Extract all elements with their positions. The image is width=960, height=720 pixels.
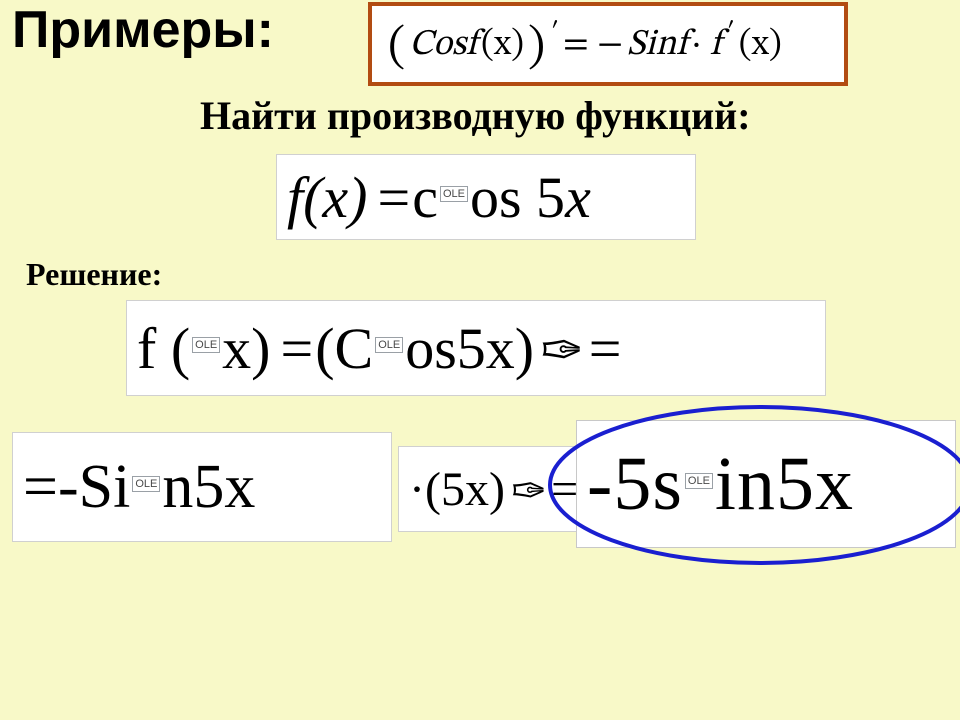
step3-dot: · <box>409 462 425 517</box>
answer-five: 5 <box>613 441 652 528</box>
answer-neg: - <box>587 441 613 528</box>
step1-close: ) <box>251 315 270 382</box>
given-eq: = <box>378 164 411 231</box>
formula-fprime-prime: ′ <box>727 19 735 45</box>
step1-f: f ( <box>137 315 190 382</box>
step3-5x: (5x) <box>425 462 505 517</box>
formula-sinf: Sinf <box>627 27 687 63</box>
ole-icon: OLE <box>192 337 220 353</box>
ole-icon: OLE <box>132 476 160 492</box>
formula-eq: = <box>563 27 597 63</box>
step1-eq2: = <box>589 315 622 382</box>
answer-i: i <box>715 441 737 528</box>
formula-neg: − <box>597 27 623 63</box>
task-prompt: Найти производную функций: <box>200 92 751 139</box>
ole-icon: OLE <box>685 473 713 489</box>
step1-cos: (C <box>315 315 373 382</box>
answer-s: s <box>652 441 683 528</box>
ole-icon: OLE <box>440 186 468 202</box>
formula-of-x2: (x) <box>739 27 782 63</box>
page-title: Примеры: <box>12 0 274 60</box>
formula-prime: ′ <box>551 19 559 45</box>
answer-box: - 5 s OLE i n5x <box>576 420 956 548</box>
wing-glyph: ✑ <box>511 466 547 516</box>
formula-of-x: (x) <box>481 27 524 63</box>
step2-box: = -Si OLE n5x <box>12 432 392 542</box>
step3-eq: = <box>551 462 578 517</box>
step1-x: x <box>222 315 251 382</box>
wing-glyph: ✑ <box>541 319 585 380</box>
formula-cosf: Cosf <box>409 27 477 63</box>
step2-sin: -Si <box>58 452 130 523</box>
given-function-box: f(x) = c OLE os 5 x <box>276 154 696 240</box>
step1-eq1: = <box>280 315 313 382</box>
ole-icon: OLE <box>375 337 403 353</box>
formula-fprime: f <box>710 27 721 63</box>
answer-n5x: n5x <box>737 441 854 528</box>
solution-label: Решение: <box>26 256 162 293</box>
formula-right-paren: ) <box>528 24 545 72</box>
rule-formula-box: ( Cosf (x) ) ′ = − Sinf · f ′ (x) <box>368 2 848 86</box>
given-c: c <box>412 164 438 231</box>
step2-eq: = <box>23 452 58 523</box>
formula-dot: · <box>691 27 710 63</box>
given-lhs: f(x) <box>287 164 368 231</box>
step1-box: f ( OLE x ) = (C OLE os5x) ✑ = <box>126 300 826 396</box>
step2-n5x: n5x <box>162 452 255 523</box>
formula-left-paren: ( <box>388 24 405 72</box>
given-os5: os 5 <box>470 164 565 231</box>
given-x: x <box>565 164 591 231</box>
step1-os5x: os5x) <box>405 315 534 382</box>
